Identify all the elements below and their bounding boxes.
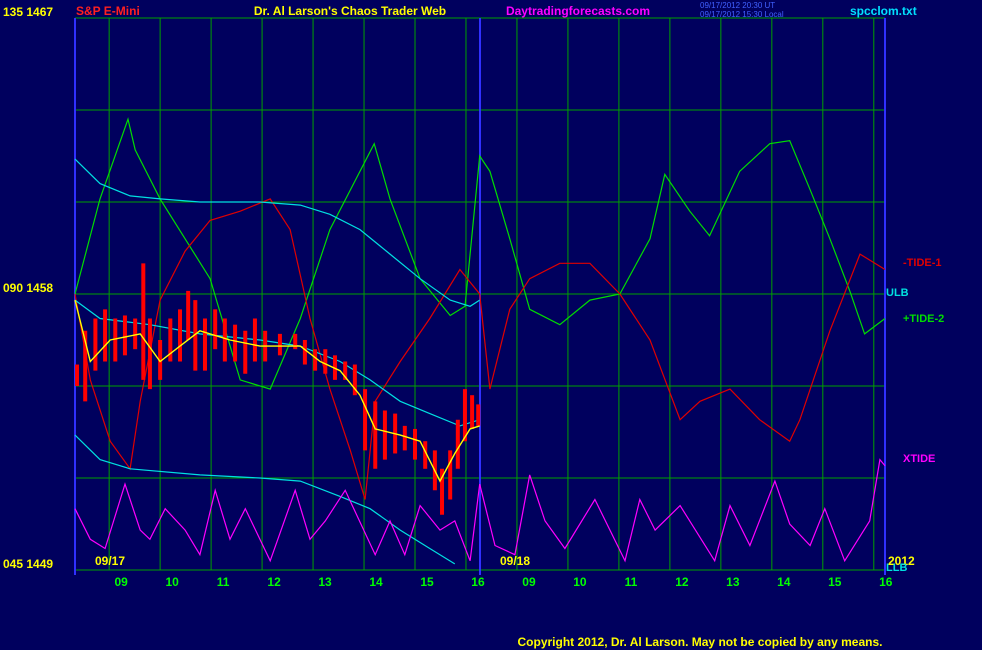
x-tick-label: 15 [828,575,842,589]
x-tick-label: 14 [777,575,791,589]
day-label: 09/17 [95,554,125,568]
timestamp-local: 09/17/2012 15:30 Local [700,10,784,19]
x-tick-label: 10 [573,575,587,589]
y-tick-label: 135 1467 [3,5,53,19]
x-tick-label: 09 [114,575,128,589]
series-line [74,158,481,307]
legend-label: -TIDE-1 [903,257,942,269]
y-tick-label: 045 1449 [3,557,53,571]
website: Daytradingforecasts.com [506,4,650,18]
legend-label: XTIDE [903,453,935,465]
series-line [74,198,886,500]
series-line [74,299,480,483]
x-tick-label: 10 [165,575,179,589]
timestamp-ut: 09/17/2012 20:30 UT [700,1,775,10]
series-line [74,458,886,563]
day-label: 09/18 [500,554,530,568]
x-tick-label: 16 [471,575,485,589]
x-tick-label: 11 [217,575,230,589]
x-tick-label: 13 [318,575,332,589]
x-tick-label: 15 [420,575,434,589]
y-tick-label: 090 1458 [3,281,53,295]
copyright: Copyright 2012, Dr. Al Larson. May not b… [518,635,883,649]
series-line [74,117,886,390]
chart-title: Dr. Al Larson's Chaos Trader Web [254,4,446,18]
legend-label: +TIDE-2 [903,313,944,325]
legend-label: ULB [886,287,909,299]
x-tick-label: 12 [267,575,281,589]
x-tick-label: 14 [369,575,383,589]
x-tick-label: 13 [726,575,740,589]
x-tick-label: 11 [625,575,638,589]
x-tick-label: 16 [879,575,893,589]
legend-label: LLB [886,562,907,574]
x-tick-label: 12 [675,575,689,589]
series-lines [74,117,886,565]
symbol: S&P E-Mini [76,4,140,18]
file-name: spcclom.txt [850,4,917,18]
x-tick-label: 09 [522,575,536,589]
year-label: 2012 [888,554,915,568]
